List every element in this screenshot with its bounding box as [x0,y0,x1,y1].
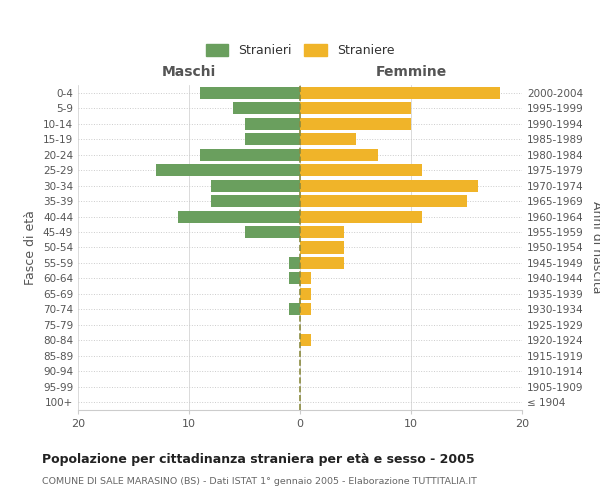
Bar [300,226,344,238]
Bar [300,272,311,284]
Bar [289,257,300,269]
Bar [300,164,422,176]
Text: Popolazione per cittadinanza straniera per età e sesso - 2005: Popolazione per cittadinanza straniera p… [42,452,475,466]
Bar [245,118,300,130]
Bar [211,195,300,207]
Text: Femmine: Femmine [376,64,446,78]
Bar [300,118,411,130]
Bar [300,102,411,115]
Bar [178,210,300,222]
Bar [300,334,311,346]
Y-axis label: Fasce di età: Fasce di età [25,210,37,285]
Text: COMUNE DI SALE MARASINO (BS) - Dati ISTAT 1° gennaio 2005 - Elaborazione TUTTITA: COMUNE DI SALE MARASINO (BS) - Dati ISTA… [42,478,477,486]
Bar [289,272,300,284]
Bar [300,133,355,145]
Bar [300,86,500,99]
Bar [300,195,467,207]
Y-axis label: Anni di nascita: Anni di nascita [590,201,600,294]
Bar [300,242,344,254]
Bar [300,148,378,160]
Bar [300,180,478,192]
Bar [300,288,311,300]
Bar [245,226,300,238]
Bar [200,148,300,160]
Bar [200,86,300,99]
Bar [245,133,300,145]
Bar [156,164,300,176]
Bar [300,257,344,269]
Legend: Stranieri, Straniere: Stranieri, Straniere [201,40,399,62]
Bar [300,210,422,222]
Bar [300,304,311,316]
Bar [289,304,300,316]
Text: Maschi: Maschi [162,64,216,78]
Bar [233,102,300,115]
Bar [211,180,300,192]
